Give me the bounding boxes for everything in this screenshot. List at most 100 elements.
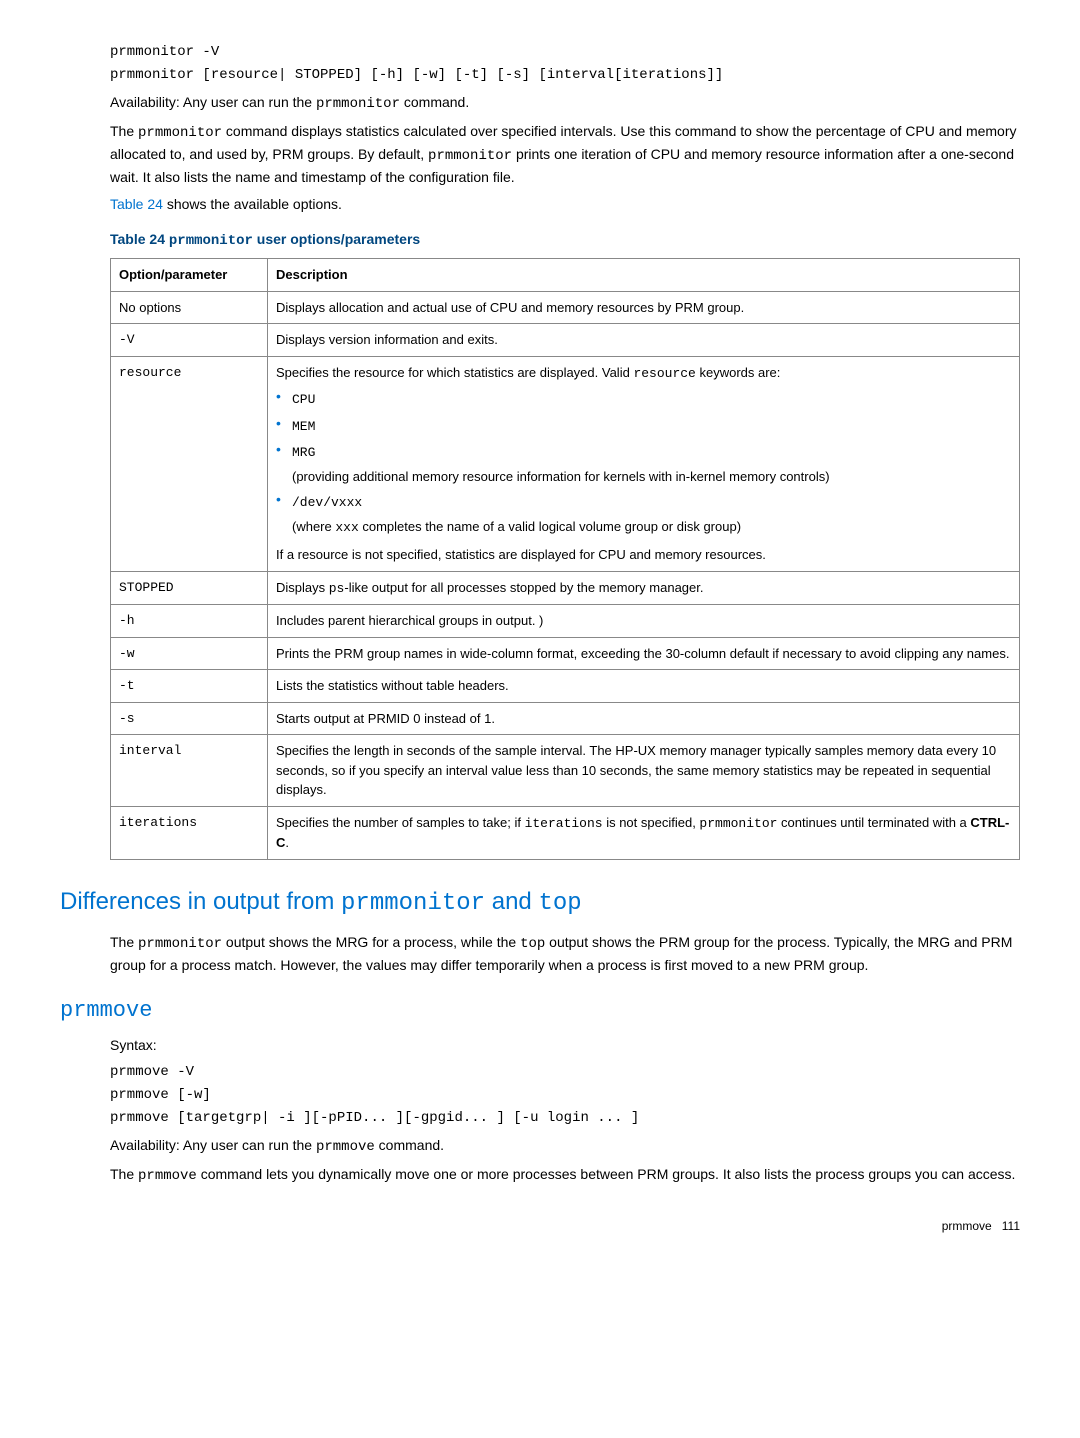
paragraph: The prmmonitor output shows the MRG for … (110, 932, 1020, 976)
text: -like output for all processes stopped b… (344, 580, 703, 595)
text: shows the available options. (163, 196, 342, 212)
text: Differences in output from (60, 888, 341, 915)
text: command. (375, 1137, 444, 1153)
keyword: CPU (292, 392, 315, 407)
keyword: /dev/vxxx (292, 495, 362, 510)
syntax-line: prmmonitor -V (110, 42, 1020, 63)
keyword: iterations (525, 816, 603, 831)
command-name: top (538, 890, 581, 917)
command-name: prmmonitor (138, 125, 222, 141)
text: The (110, 1166, 138, 1182)
table-row: resource Specifies the resource for whic… (111, 356, 1020, 571)
text: command lets you dynamically move one or… (197, 1166, 1016, 1182)
text: Availability: Any user can run the (110, 1137, 316, 1153)
table-header-row: Option/parameter Description (111, 259, 1020, 292)
option-cell: -h (111, 605, 268, 638)
list-item: MEM (276, 416, 1011, 437)
note-text: (providing additional memory resource in… (292, 467, 1011, 487)
note-text: (where xxx completes the name of a valid… (292, 517, 1011, 538)
text: Availability: Any user can run the (110, 94, 316, 110)
syntax-label: Syntax: (110, 1035, 1020, 1056)
table-row: STOPPED Displays ps-like output for all … (111, 571, 1020, 605)
text: Table 24 (110, 231, 169, 247)
table-row: -V Displays version information and exit… (111, 324, 1020, 357)
paragraph: The prmmonitor command displays statisti… (110, 121, 1020, 188)
column-header: Option/parameter (111, 259, 268, 292)
option-cell: -w (111, 637, 268, 670)
description-cell: Specifies the length in seconds of the s… (268, 735, 1020, 807)
syntax-line: prmmove [targetgrp| -i ][-pPID... ][-gpg… (110, 1108, 1020, 1129)
table-row: -t Lists the statistics without table he… (111, 670, 1020, 703)
description-cell: Lists the statistics without table heade… (268, 670, 1020, 703)
options-table: Option/parameter Description No options … (110, 258, 1020, 860)
text: completes the name of a valid logical vo… (359, 519, 741, 534)
text: The (110, 123, 138, 139)
page-number: 111 (1002, 1219, 1020, 1233)
option-cell: interval (111, 735, 268, 807)
description-cell: Specifies the number of samples to take;… (268, 806, 1020, 859)
text: keywords are: (696, 365, 781, 380)
list-item: CPU (276, 389, 1011, 410)
availability-text: Availability: Any user can run the prmmo… (110, 1135, 1020, 1158)
option-cell: resource (111, 356, 268, 571)
table-row: No options Displays allocation and actua… (111, 291, 1020, 324)
paragraph: The prmmove command lets you dynamically… (110, 1164, 1020, 1187)
option-cell: -V (111, 324, 268, 357)
page-footer: prmmove 111 (60, 1217, 1020, 1235)
command-name: prmmove (316, 1139, 375, 1155)
list-item: /dev/vxxx (where xxx completes the name … (276, 492, 1011, 537)
description-cell: Starts output at PRMID 0 instead of 1. (268, 702, 1020, 735)
syntax-line: prmmove -V (110, 1062, 1020, 1083)
command-name: prmmove (138, 1168, 197, 1184)
bullet-list: CPU MEM MRG (providing additional memory… (276, 389, 1011, 537)
footer-section-name: prmmove (942, 1219, 992, 1233)
description-cell: Includes parent hierarchical groups in o… (268, 605, 1020, 638)
keyword: prmmonitor (699, 816, 777, 831)
text: and (485, 888, 538, 915)
option-cell: -t (111, 670, 268, 703)
description-cell: Displays version information and exits. (268, 324, 1020, 357)
syntax-line: prmmove [-w] (110, 1085, 1020, 1106)
subsection-heading: prmmove (60, 994, 1020, 1027)
table-reference-link[interactable]: Table 24 (110, 196, 163, 212)
text: Specifies the number of samples to take;… (276, 815, 525, 830)
text: Displays (276, 580, 329, 595)
text: The (110, 934, 138, 950)
text: output shows the MRG for a process, whil… (222, 934, 520, 950)
description-cell: Displays allocation and actual use of CP… (268, 291, 1020, 324)
table-row: interval Specifies the length in seconds… (111, 735, 1020, 807)
description-cell: Prints the PRM group names in wide-colum… (268, 637, 1020, 670)
text: continues until terminated with a (777, 815, 970, 830)
text: user options/parameters (253, 231, 420, 247)
command-name: prmmonitor (316, 96, 400, 112)
command-name: prmmonitor (169, 233, 253, 249)
column-header: Description (268, 259, 1020, 292)
list-item: MRG (providing additional memory resourc… (276, 442, 1011, 486)
table-caption: Table 24 prmmonitor user options/paramet… (110, 229, 1020, 252)
syntax-line: prmmonitor [resource| STOPPED] [-h] [-w]… (110, 65, 1020, 86)
keyword: MRG (292, 445, 315, 460)
command-name: prmmonitor (341, 890, 485, 917)
keyword: ps (329, 581, 345, 596)
option-cell: STOPPED (111, 571, 268, 605)
option-cell: iterations (111, 806, 268, 859)
option-cell: No options (111, 291, 268, 324)
keyword: resource (633, 366, 695, 381)
text: (where (292, 519, 335, 534)
keyword: xxx (335, 520, 358, 535)
command-name: prmmonitor (428, 148, 512, 164)
command-name: prmmonitor (138, 936, 222, 952)
section-heading: Differences in output from prmmonitor an… (60, 884, 1020, 922)
text: If a resource is not specified, statisti… (276, 545, 1011, 565)
table-row: -w Prints the PRM group names in wide-co… (111, 637, 1020, 670)
availability-text: Availability: Any user can run the prmmo… (110, 92, 1020, 115)
paragraph: Table 24 shows the available options. (110, 194, 1020, 215)
command-name: top (520, 936, 545, 952)
option-cell: -s (111, 702, 268, 735)
text: command. (400, 94, 469, 110)
description-cell: Specifies the resource for which statist… (268, 356, 1020, 571)
text: . (285, 835, 289, 850)
table-row: -h Includes parent hierarchical groups i… (111, 605, 1020, 638)
text: is not specified, (603, 815, 700, 830)
text: Specifies the resource for which statist… (276, 365, 633, 380)
